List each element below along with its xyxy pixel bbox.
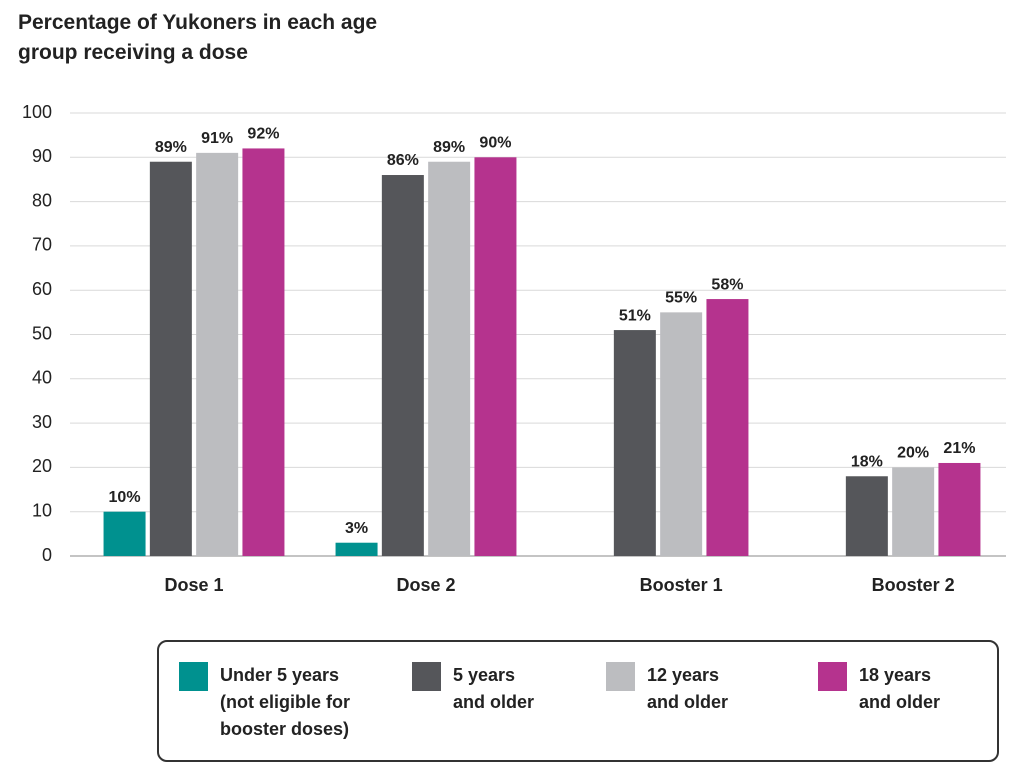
- bar: [892, 467, 935, 556]
- bar: [660, 312, 703, 556]
- data-label: 51%: [619, 307, 651, 324]
- data-label: 89%: [155, 139, 187, 156]
- chart: 0 10 20 30 40 50 60 70 80 90 100 10% 89% 91% 92% Dose 1…: [22, 102, 1006, 595]
- y-tick-label: 60: [32, 279, 52, 299]
- bar: [335, 542, 378, 556]
- legend-entry: 18 years and older: [818, 662, 949, 716]
- data-label: 55%: [665, 290, 697, 307]
- legend-swatch: [412, 662, 441, 691]
- data-label: 89%: [433, 139, 465, 156]
- data-label: 20%: [897, 445, 929, 462]
- x-tick-label: Booster 2: [872, 575, 955, 595]
- legend-swatch: [179, 662, 208, 691]
- legend-entry: Under 5 years (not eligible for booster …: [179, 662, 370, 743]
- bar: [845, 476, 888, 556]
- data-label: 10%: [109, 489, 141, 506]
- chart-title: Percentage of Yukoners in each age group…: [18, 11, 378, 64]
- bar: [474, 157, 517, 557]
- x-tick-label: Booster 1: [640, 575, 723, 595]
- x-tick-label: Dose 2: [396, 575, 455, 595]
- data-label: 18%: [851, 453, 883, 470]
- legend-label: Under 5 years (not eligible for booster …: [220, 665, 350, 739]
- bar: [428, 161, 471, 557]
- data-label: 58%: [711, 276, 743, 293]
- y-tick-label: 70: [32, 235, 52, 255]
- data-label: 86%: [387, 152, 419, 169]
- bar: [196, 152, 239, 556]
- bar: [103, 511, 146, 556]
- legend-label: 5 years and older: [453, 665, 535, 712]
- bar: [938, 462, 981, 556]
- legend-label: 12 years and older: [647, 665, 729, 712]
- legend: Under 5 years (not eligible for booster …: [157, 640, 999, 762]
- y-tick-label: 50: [32, 323, 52, 343]
- y-tick-label: 10: [32, 500, 52, 520]
- data-label: 21%: [943, 440, 975, 457]
- x-tick-label: Dose 1: [164, 575, 223, 595]
- bar: [613, 330, 656, 556]
- bar: [706, 299, 749, 556]
- y-tick-label: 20: [32, 456, 52, 476]
- data-label: 92%: [247, 126, 279, 143]
- legend-entry: 5 years and older: [412, 662, 543, 716]
- y-tick-label: 40: [32, 368, 52, 388]
- y-tick-label: 30: [32, 412, 52, 432]
- y-tick-label: 80: [32, 190, 52, 210]
- y-tick-label: 100: [22, 102, 52, 122]
- data-label: 90%: [479, 135, 511, 152]
- bar: [149, 161, 192, 557]
- bar: [381, 175, 424, 556]
- legend-label: 18 years and older: [859, 665, 941, 712]
- y-tick-label: 90: [32, 146, 52, 166]
- legend-swatch: [818, 662, 847, 691]
- bar: [242, 148, 285, 556]
- legend-swatch: [606, 662, 635, 691]
- data-label: 91%: [201, 130, 233, 147]
- data-label: 3%: [345, 520, 368, 537]
- legend-entry: 12 years and older: [606, 662, 737, 716]
- y-tick-label: 0: [42, 545, 52, 565]
